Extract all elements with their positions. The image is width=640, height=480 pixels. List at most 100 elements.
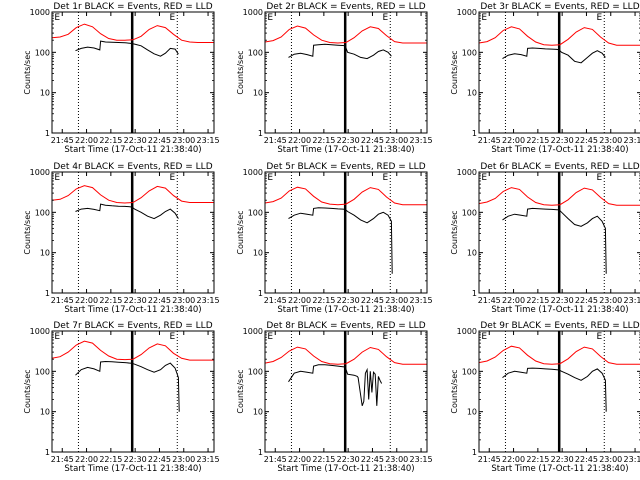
x-tick-label: 22:30 [337,455,360,464]
y-tick-label: 100 [35,367,50,376]
x-tick-label: 22:30 [124,296,147,305]
y-tick-label: 10 [253,249,263,258]
x-tick-label: 21:45 [478,296,501,305]
lld-series-line [264,346,427,365]
plot-frame [51,11,215,134]
events-series-line [502,207,607,274]
x-tick-label: 22:30 [337,296,360,305]
x-tick-label: 23:00 [172,296,195,305]
lld-series-line [478,187,640,206]
x-tick-label: 22:00 [502,296,525,305]
x-tick-label: 22:15 [526,296,549,305]
y-tick-label: 1 [258,129,263,138]
panel-title: Det 2r BLACK = Events, RED = LLD [266,2,425,12]
x-axis-label: Start Time (17-Oct-11 21:38:40) [277,145,414,155]
x-axis-label: Start Time (17-Oct-11 21:38:40) [277,464,414,474]
x-axis-label: Start Time (17-Oct-11 21:38:40) [491,145,628,155]
marker-label: E [382,332,388,342]
lld-series-line [478,26,640,46]
events-series-line [502,367,607,412]
x-tick-label: 22:15 [99,296,122,305]
x-tick-label: 22:15 [312,296,335,305]
x-tick-label: 23:15 [197,455,220,464]
y-tick-label: 10 [467,249,477,258]
plot-frame [51,171,215,294]
y-axis-label: Counts/sec [23,369,32,413]
y-axis-label: Counts/sec [236,50,245,94]
marker-label: E [54,173,60,183]
y-tick-label: 1 [472,129,477,138]
plot-frame [478,171,640,294]
x-tick-label: 23:00 [385,136,408,145]
y-tick-label: 10 [253,89,263,98]
y-axis-label: Counts/sec [23,210,32,254]
x-tick-label: 22:30 [551,296,574,305]
y-tick-label: 1000 [243,327,263,336]
events-series-line [288,43,392,60]
y-tick-label: 1000 [243,8,263,17]
x-tick-label: 22:45 [575,136,598,145]
lld-series-line [51,23,214,43]
panel-title: Det 7r BLACK = Events, RED = LLD [53,321,212,331]
plot-frame [478,330,640,453]
y-tick-label: 10 [253,408,263,417]
y-tick-label: 10 [467,408,477,417]
y-tick-label: 100 [248,208,263,217]
marker-label: E [267,173,273,183]
x-tick-label: 22:15 [526,136,549,145]
marker-label: E [596,13,602,23]
y-tick-label: 10 [467,89,477,98]
x-tick-label: 23:00 [385,296,408,305]
x-tick-label: 23:00 [172,455,195,464]
y-tick-label: 100 [462,367,477,376]
x-tick-label: 22:00 [75,136,98,145]
y-tick-label: 100 [462,48,477,57]
x-tick-label: 22:30 [124,136,147,145]
x-tick-label: 23:15 [410,296,433,305]
plot-frame [264,330,428,453]
x-axis-label: Start Time (17-Oct-11 21:38:40) [491,305,628,315]
x-tick-label: 23:15 [197,296,220,305]
y-tick-label: 100 [248,367,263,376]
lld-series-line [264,186,427,206]
y-tick-label: 100 [248,48,263,57]
x-tick-label: 22:45 [148,455,171,464]
events-series-line [288,207,393,274]
x-tick-label: 21:45 [478,455,501,464]
x-tick-label: 21:45 [51,455,74,464]
x-tick-label: 22:30 [551,455,574,464]
x-tick-label: 22:00 [288,455,311,464]
plot-frame [264,171,428,294]
x-tick-label: 22:00 [288,296,311,305]
x-tick-label: 22:00 [75,296,98,305]
x-tick-label: 23:00 [385,455,408,464]
x-tick-label: 23:15 [197,136,220,145]
marker-label: E [267,13,273,23]
y-tick-label: 100 [462,208,477,217]
x-tick-label: 22:30 [124,455,147,464]
marker-label: E [596,173,602,183]
y-tick-label: 1000 [457,8,477,17]
y-tick-label: 1 [258,289,263,298]
panel-title: Det 8r BLACK = Events, RED = LLD [266,321,425,331]
panel-title: Det 1r BLACK = Events, RED = LLD [53,2,212,12]
x-tick-label: 22:30 [337,136,360,145]
plot-frame [51,330,215,453]
y-axis-label: Counts/sec [236,210,245,254]
panel-title: Det 6r BLACK = Events, RED = LLD [480,162,639,172]
x-tick-label: 23:15 [410,136,433,145]
x-tick-label: 23:15 [624,455,640,464]
events-series-line [288,364,383,406]
y-tick-label: 1 [45,129,50,138]
x-tick-label: 22:30 [551,136,574,145]
y-tick-label: 100 [35,48,50,57]
